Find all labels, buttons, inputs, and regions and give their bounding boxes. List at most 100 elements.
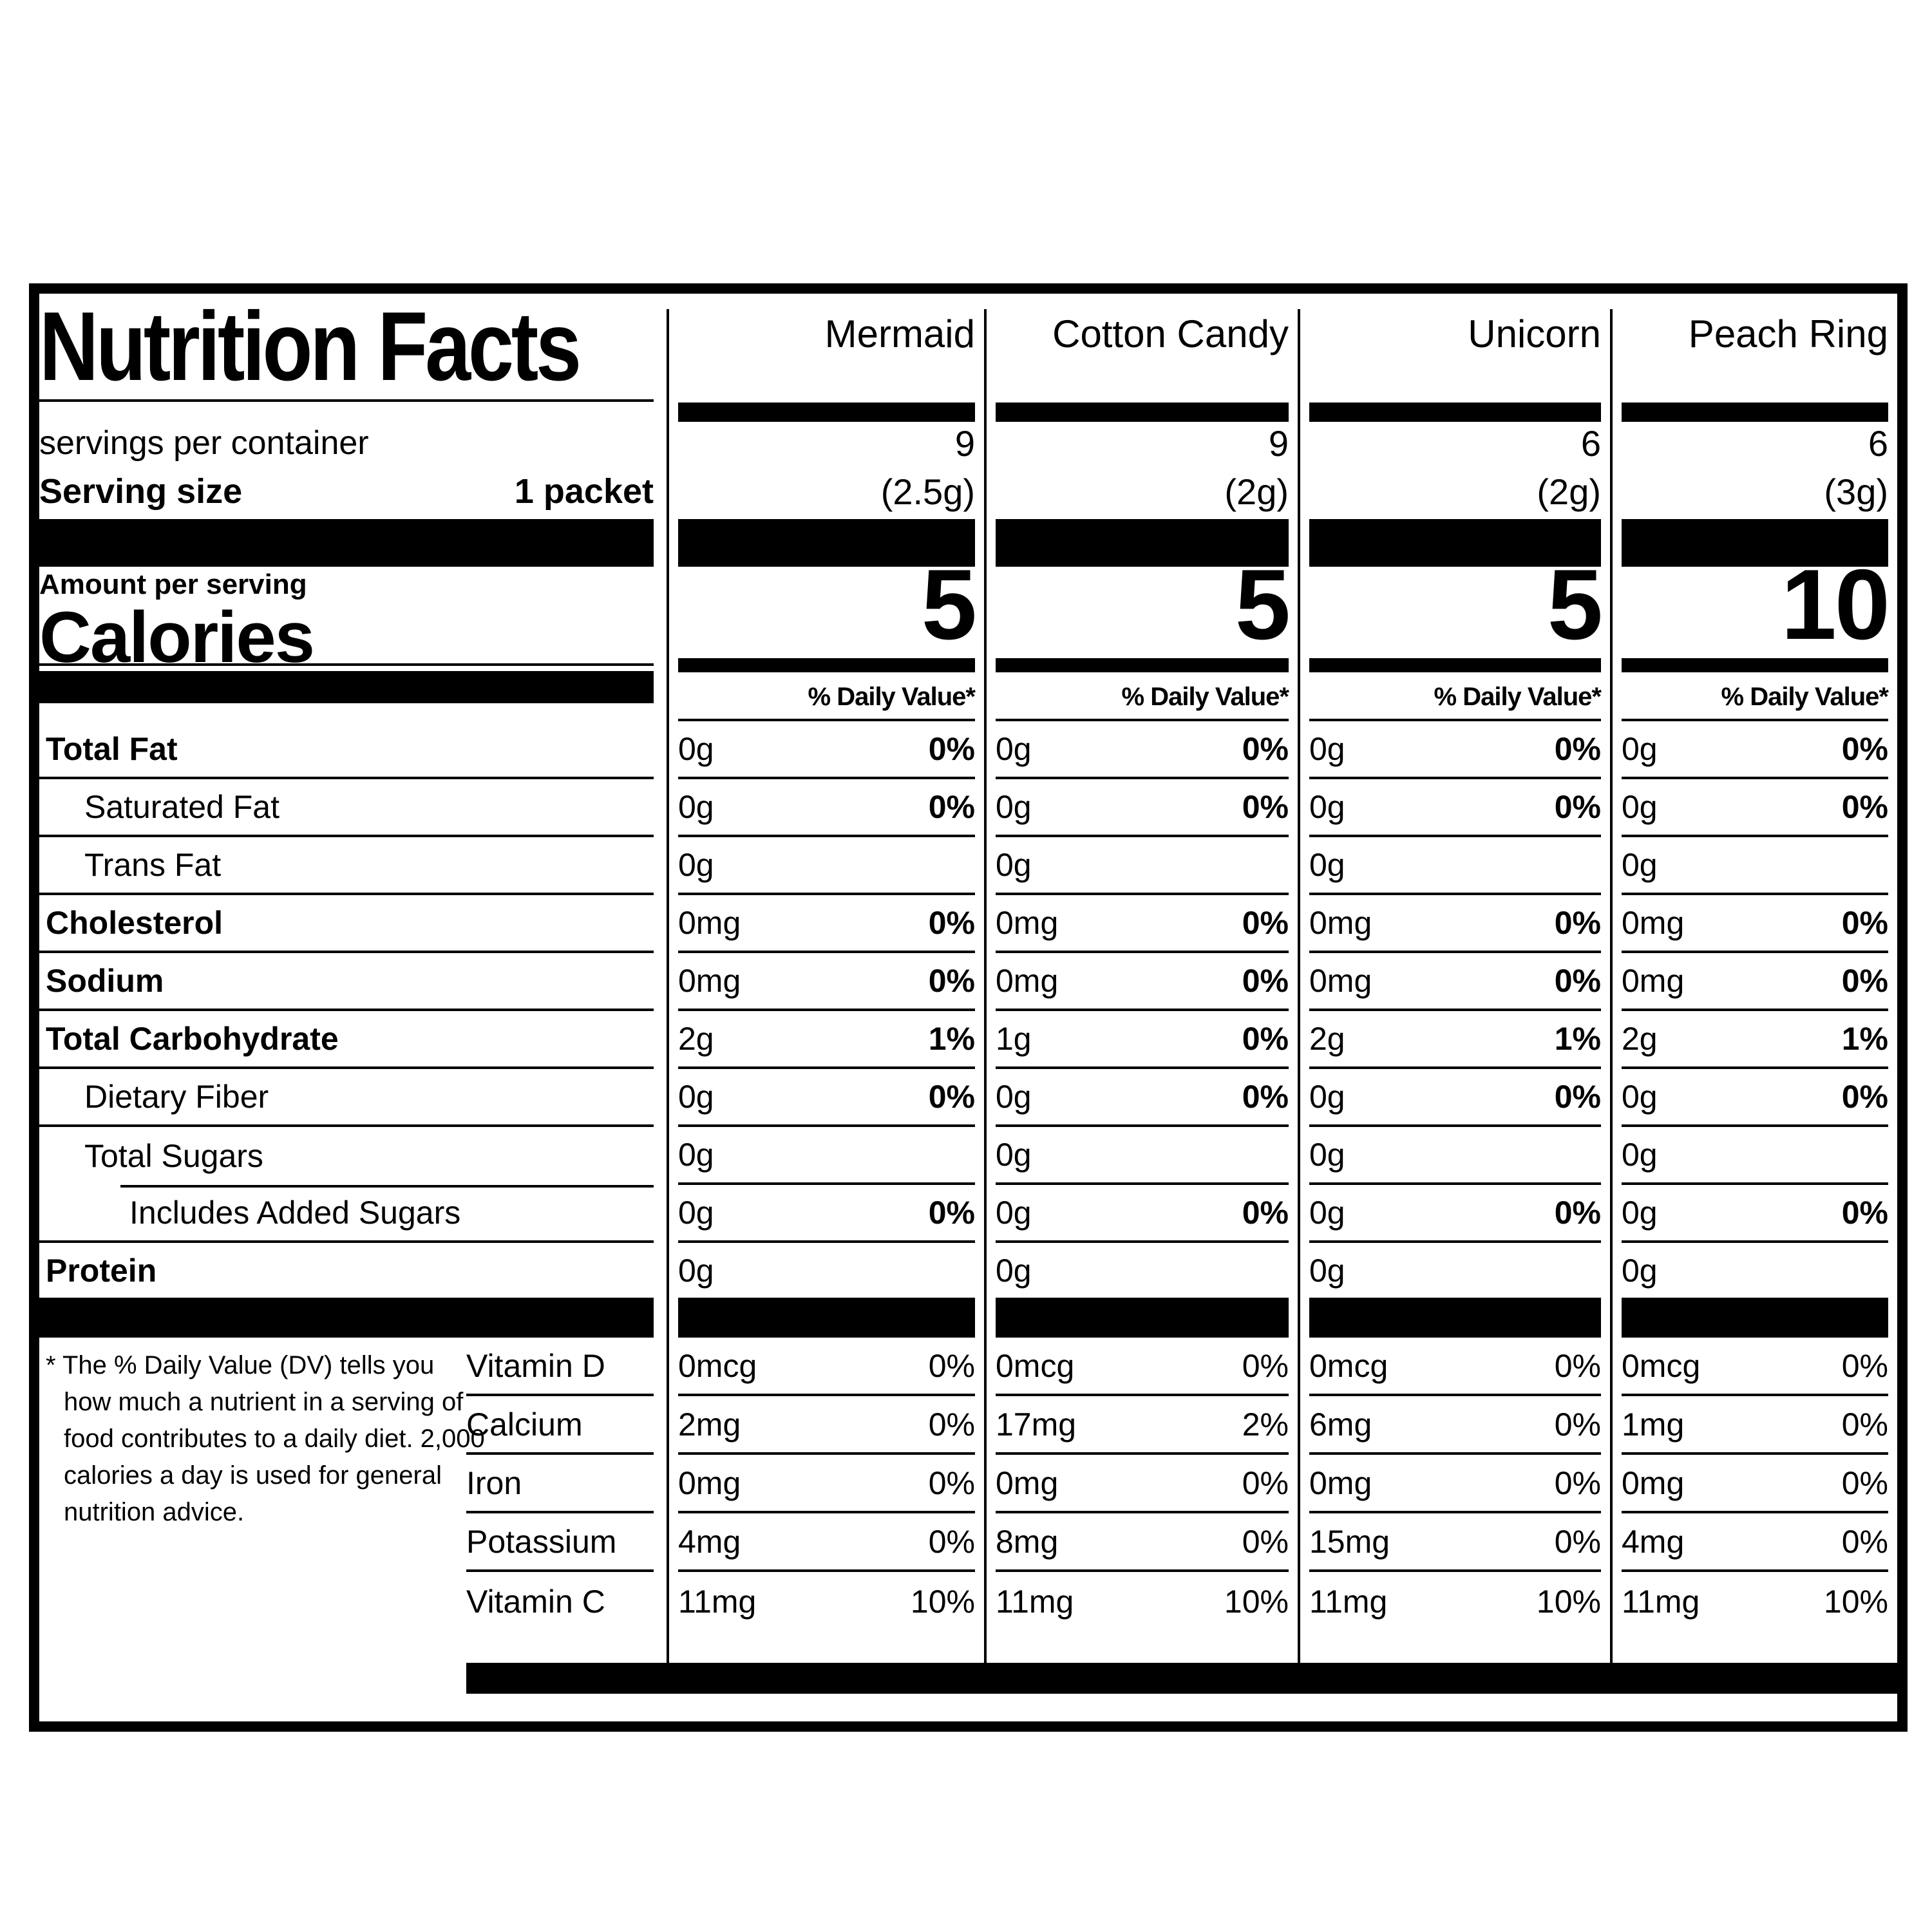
nutrient-value-row: 2g 1%	[1622, 1011, 1888, 1069]
vitamin-name-rows: Vitamin D Calcium Iron Potassium Vitamin C	[39, 1338, 654, 1631]
vitamin-separator-bar	[1309, 1298, 1601, 1338]
nutrient-amount: 0mg	[1309, 905, 1372, 941]
nutrient-percent: 0%	[1554, 731, 1601, 767]
vitamin-value-row: 11mg 10%	[996, 1572, 1289, 1631]
vitamin-value-row: 0mcg 0%	[1309, 1338, 1601, 1396]
nutrient-value-row: 0g 0%	[1309, 1069, 1601, 1127]
vitamin-percent: 0%	[1841, 1347, 1888, 1384]
vitamin-value-row: 1mg 0%	[1622, 1396, 1888, 1455]
vitamin-value-row: 11mg 10%	[1309, 1572, 1601, 1631]
daily-value-header: % Daily Value*	[1121, 683, 1289, 711]
flavor-name: Unicorn	[1468, 312, 1601, 355]
daily-value-header: % Daily Value*	[1434, 683, 1602, 711]
vitamin-amount: 17mg	[996, 1406, 1077, 1443]
nutrient-percent: 0%	[928, 1079, 975, 1115]
nutrient-value-row: 0mg 0%	[996, 895, 1289, 953]
nutrient-amount: 0g	[1622, 1079, 1658, 1115]
nutrient-amount: 0g	[1309, 1195, 1345, 1231]
nutrient-percent: 0%	[928, 1195, 975, 1231]
vitamin-separator-bar-row	[678, 1298, 975, 1338]
flavor-header-row: Unicorn	[1309, 294, 1601, 399]
nutrient-percent: 0%	[928, 905, 975, 941]
nutrient-percent: 0%	[928, 789, 975, 825]
nutrient-amount: 0g	[996, 1195, 1032, 1231]
nutrient-name-label: Trans Fat	[84, 847, 222, 883]
vitamin-value-row: 2mg 0%	[678, 1396, 975, 1455]
calories-value: 5	[921, 549, 977, 660]
nutrient-name-row: Includes Added Sugars	[39, 1185, 654, 1243]
thick-bar-row	[996, 519, 1289, 567]
nutrient-name-row: Dietary Fiber	[39, 1069, 654, 1127]
nutrient-value-row: 0g	[1622, 1243, 1888, 1298]
page-title: Nutrition Facts	[39, 292, 582, 401]
vitamin-value-row: 11mg 10%	[678, 1572, 975, 1631]
vitamin-name-row: Vitamin D	[466, 1338, 654, 1396]
nutrient-amount: 0g	[1309, 1079, 1345, 1115]
nutrient-percent: 0%	[1554, 1195, 1601, 1231]
title-row: Nutrition Facts	[39, 294, 654, 399]
vitamin-amount: 4mg	[678, 1523, 741, 1560]
nutrient-amount: 0mg	[678, 905, 741, 941]
nutrient-amount: 0g	[678, 1252, 714, 1289]
vitamin-separator-bar	[39, 1298, 654, 1338]
vitamin-name-row: Calcium	[466, 1396, 654, 1455]
nutrient-percent: 0%	[1841, 1195, 1888, 1231]
vitamin-percent: 0%	[928, 1347, 975, 1384]
nutrient-value-row: 0g 0%	[1309, 1185, 1601, 1243]
vitamin-name-label: Potassium	[466, 1523, 617, 1560]
flavor-column-unicorn: Unicorn 6 (2g) 5 % Daily Value* 0g 0% 0g 0% 0g 0mg…	[1300, 294, 1610, 1631]
flavor-header-row: Peach Ring	[1622, 294, 1888, 399]
vitamin-percent: 0%	[1554, 1464, 1601, 1501]
vitamin-percent: 0%	[1242, 1523, 1289, 1560]
vitamin-separator-bar-row	[1309, 1298, 1601, 1338]
vitamin-percent: 0%	[1554, 1347, 1601, 1384]
nutrient-value-row: 0g 0%	[1622, 1185, 1888, 1243]
vitamin-percent: 0%	[928, 1464, 975, 1501]
nutrient-percent: 1%	[1841, 1021, 1888, 1057]
nutrient-percent: 0%	[1242, 1021, 1289, 1057]
dv-black-bar	[39, 671, 654, 703]
nutrient-amount: 0g	[1309, 731, 1345, 767]
nutrient-amount: 0mg	[678, 963, 741, 999]
vitamin-separator-bar-row	[39, 1298, 654, 1338]
nutrient-name-row: Trans Fat	[39, 837, 654, 895]
nutrient-value-row: 0g	[678, 1127, 975, 1185]
vitamin-name-label: Vitamin C	[466, 1583, 605, 1620]
vitamin-value-row: 0mg 0%	[1622, 1455, 1888, 1513]
title-rule	[39, 399, 654, 422]
daily-value-footnote: * The % Daily Value (DV) tells you how m…	[46, 1351, 485, 1526]
thick-bar-row	[678, 519, 975, 567]
vitamin-percent: 10%	[1224, 1583, 1289, 1620]
dv-black-bar	[678, 658, 975, 672]
nutrient-percent: 0%	[1554, 789, 1601, 825]
nutrient-amount: 0g	[996, 847, 1032, 883]
calories-value-row: 5	[678, 554, 977, 657]
nutrient-amount: 0g	[1309, 1252, 1345, 1289]
nutrient-amount: 0g	[678, 1137, 714, 1173]
serving-grams-row: (3g)	[1824, 471, 1888, 512]
vitamin-percent: 0%	[1242, 1464, 1289, 1501]
nutrient-amount: 0mg	[1622, 905, 1685, 941]
nutrient-percent: 0%	[1841, 905, 1888, 941]
vitamin-amount: 0mcg	[678, 1347, 757, 1384]
calories-value-row: 5	[1309, 554, 1603, 657]
nutrient-amount: 0g	[1309, 789, 1345, 825]
nutrient-name-row: Total Carbohydrate	[39, 1011, 654, 1069]
nutrient-value-row: 0mg 0%	[678, 953, 975, 1011]
servings-per-container-label: servings per container	[39, 424, 369, 462]
vitamin-percent: 0%	[1242, 1347, 1289, 1384]
nutrient-amount: 0g	[996, 1079, 1032, 1115]
vitamin-name-label: Calcium	[466, 1406, 583, 1443]
nutrient-value-row: 2g 1%	[1309, 1011, 1601, 1069]
vitamin-amount: 6mg	[1309, 1406, 1372, 1443]
nutrient-percent: 0%	[1242, 731, 1289, 767]
flavor-column-cotton-candy: Cotton Candy 9 (2g) 5 % Daily Value* 0g 0% 0g 0%…	[987, 294, 1298, 1631]
vitamin-percent: 0%	[1554, 1523, 1601, 1560]
vitamin-value-row: 11mg 10%	[1622, 1572, 1888, 1631]
vitamin-amount: 0mg	[1622, 1464, 1685, 1501]
serving-size-row: Serving size 1 packet	[39, 464, 654, 519]
nutrient-value-row: 0g 0%	[1622, 721, 1888, 779]
nutrient-value-row: 1g 0%	[996, 1011, 1289, 1069]
vitamin-amount: 0mcg	[996, 1347, 1075, 1384]
